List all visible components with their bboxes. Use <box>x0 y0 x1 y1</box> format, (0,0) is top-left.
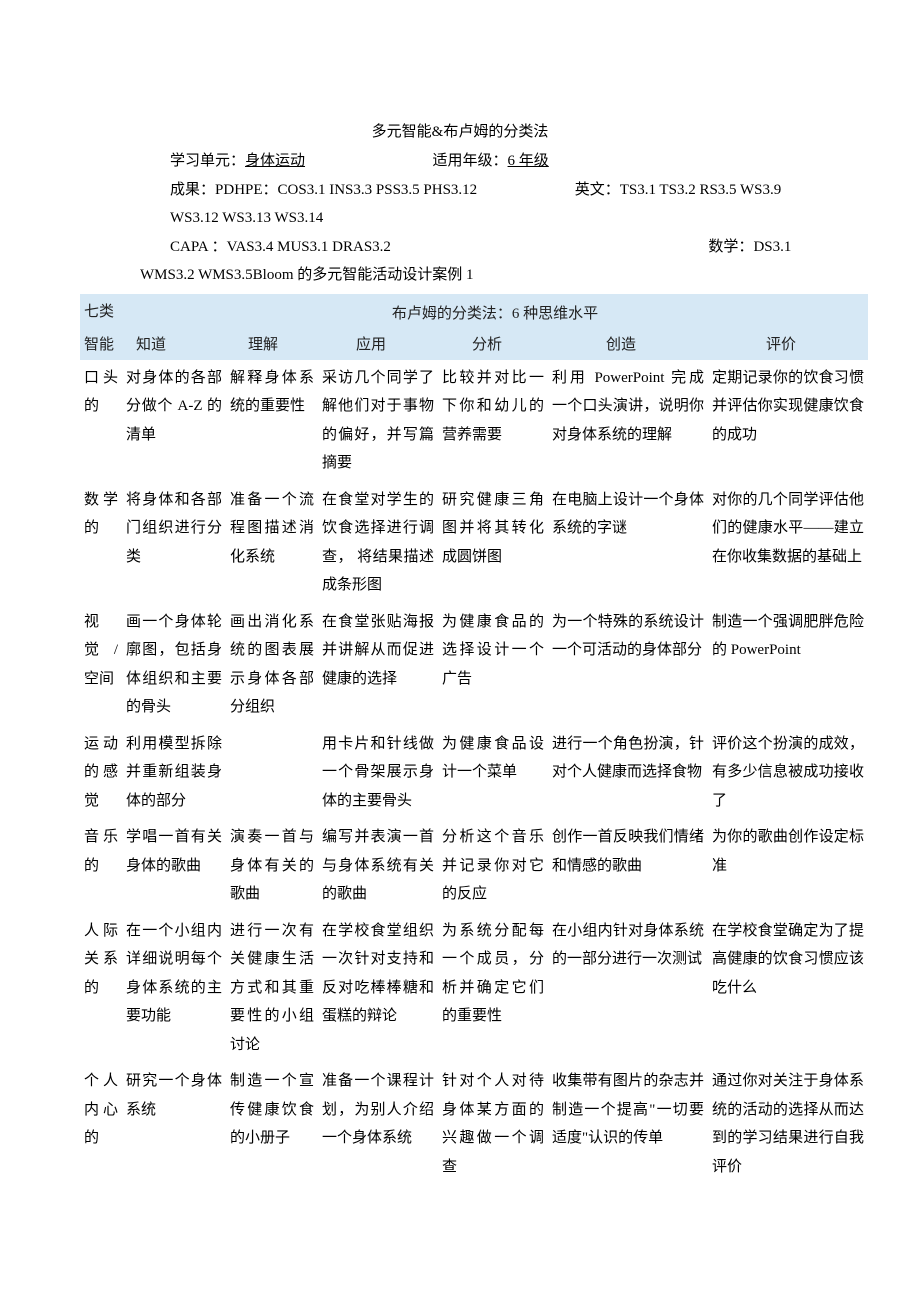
meta-line-capa-math: CAPA ：VAS3.4 MUS3.1 DRAS3.2 数学：DS3.1 <box>170 233 820 262</box>
table-cell: 通过你对关注于身体系统的活动的选择从而达到的学习结果进行自我评价 <box>708 1063 868 1185</box>
table-cell: 制造一个强调肥胖危险的 PowerPoint <box>708 604 868 726</box>
table-cell: 进行一次有关健康生活方式和其重要性的小组讨论 <box>226 913 318 1064</box>
row-head: 口头的 <box>80 360 122 482</box>
table-header-row-1: 七类 布卢姆的分类法：6 种思维水平 <box>80 294 868 327</box>
table-head: 七类 布卢姆的分类法：6 种思维水平 智能 知道 理解 应用 分析 创造 评价 <box>80 294 868 360</box>
table-cell: 编写并表演一首与身体系统有关的歌曲 <box>318 819 438 913</box>
table-cell: 进行一个角色扮演，针对个人健康而选择食物 <box>548 726 708 820</box>
col-header: 理解 <box>226 327 318 360</box>
table-row: 运动的感觉利用模型拆除并重新组装身体的部分用卡片和针线做一个骨架展示身体的主要骨… <box>80 726 868 820</box>
row-head: 数学的 <box>80 482 122 604</box>
math-value-part1: DS3.1 <box>753 239 791 255</box>
table-cell: 评价这个扮演的成效，有多少信息被成功接收了 <box>708 726 868 820</box>
corner-top: 七类 <box>80 294 122 327</box>
math-label: 数学： <box>708 239 753 255</box>
row-head: 人际关系的 <box>80 913 122 1064</box>
table-cell: 比较并对比一下你和幼儿的营养需要 <box>438 360 548 482</box>
unit-value: 身体运动 <box>245 153 305 169</box>
row-head: 音乐的 <box>80 819 122 913</box>
table-cell <box>226 726 318 820</box>
table-cell: 在电脑上设计一个身体系统的字谜 <box>548 482 708 604</box>
table-row: 口头的对身体的各部分做个 A-Z 的清单解释身体系统的重要性采访几个同学了解他们… <box>80 360 868 482</box>
row-head: 个人内心的 <box>80 1063 122 1185</box>
table-cell: 创作一首反映我们情绪和情感的歌曲 <box>548 819 708 913</box>
capa-label: CAPA ： <box>170 239 227 255</box>
math-value-part2: WMS3.2 WMS3.5 <box>140 267 253 283</box>
table-cell: 研究健康三角图并将其转化成圆饼图 <box>438 482 548 604</box>
table-row: 数学的将身体和各部门组织进行分类准备一个流程图描述消化系统在食堂对学生的饮食选择… <box>80 482 868 604</box>
table-cell: 演奏一首与身体有关的歌曲 <box>226 819 318 913</box>
inline-heading: Bloom 的多元智能活动设计案例 1 <box>253 267 474 283</box>
table-cell: 采访几个同学了解他们对于事物的偏好，并写篇摘要 <box>318 360 438 482</box>
table-cell: 在学校食堂确定为了提高健康的饮食习惯应该吃什么 <box>708 913 868 1064</box>
col-header: 知道 <box>122 327 226 360</box>
table-cell: 准备一个流程图描述消化系统 <box>226 482 318 604</box>
grade-value: 6 年级 <box>508 153 549 169</box>
english-label: 英文： <box>575 182 620 198</box>
row-head: 视觉/空间 <box>80 604 122 726</box>
col-header: 评价 <box>708 327 868 360</box>
meta-line-unit-grade: 学习单元：身体运动 适用年级：6 年级 <box>170 147 820 176</box>
table-cell: 准备一个课程计划，为别人介绍一个身体系统 <box>318 1063 438 1185</box>
table-cell: 为一个特殊的系统设计一个可活动的身体部分 <box>548 604 708 726</box>
table-cell: 在小组内针对身体系统的一部分进行一次测试 <box>548 913 708 1064</box>
table-cell: 研究一个身体系统 <box>122 1063 226 1185</box>
table-cell: 在一个小组内详细说明每个身体系统的主要功能 <box>122 913 226 1064</box>
document-title: 多元智能&布卢姆的分类法 <box>80 120 840 141</box>
header-span: 布卢姆的分类法：6 种思维水平 <box>122 294 868 327</box>
col-header: 应用 <box>318 327 438 360</box>
document-page: 多元智能&布卢姆的分类法 学习单元：身体运动 适用年级：6 年级 成果：PDHP… <box>0 0 920 1225</box>
table-cell: 针对个人对待身体某方面的兴趣做一个调查 <box>438 1063 548 1185</box>
table-cell: 将身体和各部门组织进行分类 <box>122 482 226 604</box>
bloom-mi-table: 七类 布卢姆的分类法：6 种思维水平 智能 知道 理解 应用 分析 创造 评价 … <box>80 294 868 1186</box>
table-cell: 学唱一首有关身体的歌曲 <box>122 819 226 913</box>
table-cell: 画一个身体轮廓图，包括身体组织和主要的骨头 <box>122 604 226 726</box>
grade-label: 适用年级： <box>433 153 508 169</box>
meta-line-outcome: 成果：PDHPE：COS3.1 INS3.3 PSS3.5 PHS3.12 英文… <box>170 176 820 233</box>
table-cell: 为健康食品的选择设计一个广告 <box>438 604 548 726</box>
table-cell: 制造一个宣传健康饮食的小册子 <box>226 1063 318 1185</box>
col-header: 分析 <box>438 327 548 360</box>
table-header-row-2: 智能 知道 理解 应用 分析 创造 评价 <box>80 327 868 360</box>
table-cell: 利用 PowerPoint 完成一个口头演讲，说明你对身体系统的理解 <box>548 360 708 482</box>
col-header: 创造 <box>548 327 708 360</box>
table-cell: 在食堂对学生的饮食选择进行调查， 将结果描述成条形图 <box>318 482 438 604</box>
capa-value: VAS3.4 MUS3.1 DRAS3.2 <box>227 239 391 255</box>
table-row: 个人内心的研究一个身体系统制造一个宣传健康饮食的小册子准备一个课程计划，为别人介… <box>80 1063 868 1185</box>
table-cell: 利用模型拆除并重新组装身体的部分 <box>122 726 226 820</box>
corner-bottom: 智能 <box>80 327 122 360</box>
table-cell: 在食堂张贴海报并讲解从而促进健康的选择 <box>318 604 438 726</box>
table-cell: 解释身体系统的重要性 <box>226 360 318 482</box>
row-head: 运动的感觉 <box>80 726 122 820</box>
unit-label: 学习单元： <box>170 153 245 169</box>
table-cell: 对你的几个同学评估他们的健康水平——建立在你收集数据的基础上 <box>708 482 868 604</box>
table-cell: 分析这个音乐并记录你对它的反应 <box>438 819 548 913</box>
outcome-label: 成果： <box>170 182 215 198</box>
table-row: 人际关系的在一个小组内详细说明每个身体系统的主要功能进行一次有关健康生活方式和其… <box>80 913 868 1064</box>
table-cell: 在学校食堂组织一次针对支持和反对吃棒棒糖和蛋糕的辩论 <box>318 913 438 1064</box>
table-cell: 为健康食品设计一个菜单 <box>438 726 548 820</box>
table-cell: 对身体的各部分做个 A-Z 的清单 <box>122 360 226 482</box>
table-cell: 画出消化系统的图表展示身体各部分组织 <box>226 604 318 726</box>
meta-line-math-continued: WMS3.2 WMS3.5Bloom 的多元智能活动设计案例 1 <box>140 261 840 290</box>
table-cell: 定期记录你的饮食习惯并评估你实现健康饮食的成功 <box>708 360 868 482</box>
table-body: 口头的对身体的各部分做个 A-Z 的清单解释身体系统的重要性采访几个同学了解他们… <box>80 360 868 1186</box>
table-row: 视觉/空间画一个身体轮廓图，包括身体组织和主要的骨头画出消化系统的图表展示身体各… <box>80 604 868 726</box>
table-cell: 为系统分配每一个成员，分析并确定它们的重要性 <box>438 913 548 1064</box>
table-cell: 为你的歌曲创作设定标准 <box>708 819 868 913</box>
pdhpe-value: COS3.1 INS3.3 PSS3.5 PHS3.12 <box>278 182 478 198</box>
table-row: 音乐的学唱一首有关身体的歌曲演奏一首与身体有关的歌曲编写并表演一首与身体系统有关… <box>80 819 868 913</box>
table-cell: 收集带有图片的杂志并制造一个提高"一切要适度"认识的传单 <box>548 1063 708 1185</box>
pdhpe-label: PDHPE： <box>215 182 278 198</box>
table-cell: 用卡片和针线做一个骨架展示身体的主要骨头 <box>318 726 438 820</box>
